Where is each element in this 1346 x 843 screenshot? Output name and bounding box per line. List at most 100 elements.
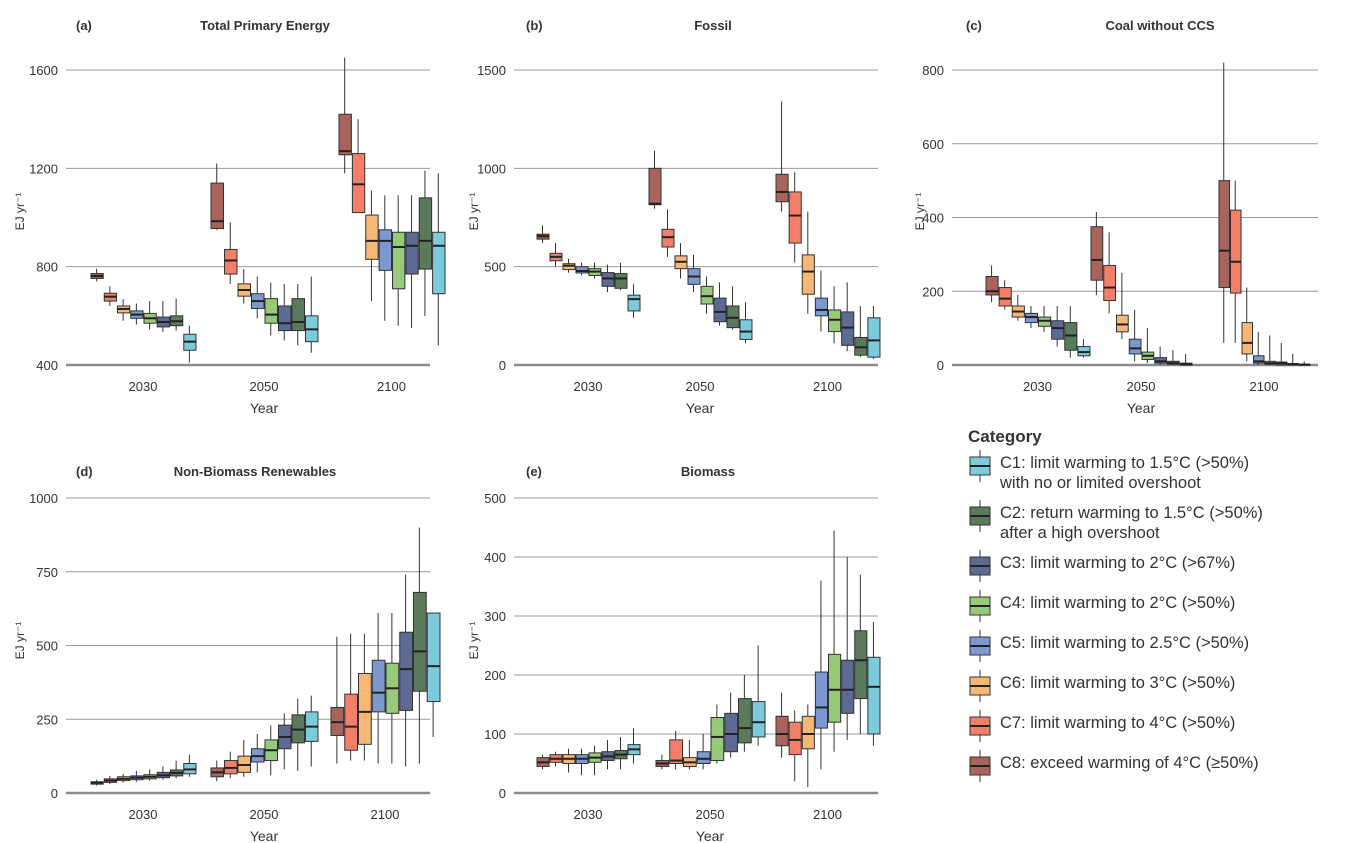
panel-c: 0 200 400 600 800 (c) Coal without CCS EJ yr⁻¹ 2… bbox=[913, 18, 1318, 416]
box-C5-2100 bbox=[814, 297, 828, 317]
panel-e: 0 100 200 300 400 500 (e) Biomass EJ yr⁻¹ 2030 205… bbox=[467, 464, 881, 843]
y-tick-label: 500 bbox=[484, 260, 506, 275]
x-tick-label: 2100 bbox=[377, 379, 406, 394]
box-C6-2100 bbox=[365, 214, 379, 260]
y-tick-label: 300 bbox=[484, 609, 506, 624]
box-C7-2100 bbox=[1230, 209, 1242, 294]
x-axis-label: Year bbox=[696, 828, 725, 843]
y-tick-label: 800 bbox=[922, 63, 944, 78]
y-axis-label: EJ yr⁻¹ bbox=[13, 193, 27, 231]
box-C3-2100 bbox=[405, 231, 419, 275]
legend-label: C7: limit warming to 4°C (>50%) bbox=[1000, 714, 1236, 732]
box-C4-2050 bbox=[264, 298, 278, 324]
y-tick-label: 750 bbox=[36, 565, 58, 580]
legend-item-c5: C5: limit warming to 2.5°C (>50%) bbox=[968, 630, 1338, 663]
y-tick-label: 250 bbox=[36, 712, 58, 727]
panel-label: (c) bbox=[966, 18, 982, 33]
y-tick-label: 1600 bbox=[29, 63, 58, 78]
x-tick-label: 2100 bbox=[371, 807, 400, 822]
legend-label: C3: limit warming to 2°C (>67%) bbox=[1000, 554, 1236, 572]
box-C2-2100 bbox=[418, 197, 433, 270]
box-C6-2100 bbox=[358, 673, 372, 745]
y-axis-label: EJ yr⁻¹ bbox=[467, 622, 481, 660]
box-C7-2050 bbox=[669, 739, 683, 765]
legend-item-c6: C6: limit warming to 3°C (>50%) bbox=[968, 670, 1338, 703]
box-C7-2100 bbox=[344, 693, 358, 751]
legend-swatch-c3 bbox=[969, 550, 991, 582]
y-tick-label: 400 bbox=[36, 358, 58, 373]
box-C1-2030 bbox=[627, 294, 641, 312]
x-tick-label: 2030 bbox=[129, 379, 158, 394]
legend-swatch-c4 bbox=[969, 590, 991, 622]
box-C5-2100 bbox=[814, 671, 828, 729]
y-tick-label: 100 bbox=[484, 727, 506, 742]
legend-item-c8: C8: exceed warming of 4°C (≥50%) bbox=[968, 750, 1338, 783]
box-C7-2100 bbox=[351, 153, 366, 214]
box-C6-2100 bbox=[1241, 322, 1253, 355]
legend-items: C1: limit warming to 1.5°C (>50%) with n… bbox=[968, 450, 1338, 783]
box-C4-2100 bbox=[392, 231, 406, 290]
box-C1-2100 bbox=[867, 317, 881, 358]
box-C8-2100 bbox=[775, 173, 789, 203]
box-C6-2100 bbox=[801, 254, 815, 295]
x-tick-label: 2050 bbox=[1127, 379, 1156, 394]
y-tick-label: 800 bbox=[36, 260, 58, 275]
y-axis-label: EJ yr⁻¹ bbox=[13, 622, 27, 660]
panel-a: 400 800 1200 1600 (a) Total Primary Energy EJ … bbox=[13, 18, 446, 416]
box-C5-2050 bbox=[1128, 338, 1142, 355]
x-axis-label: Year bbox=[250, 400, 279, 416]
legend-label: C4: limit warming to 2°C (>50%) bbox=[1000, 594, 1236, 612]
x-tick-label: 2050 bbox=[696, 807, 725, 822]
legend-label: C5: limit warming to 2.5°C (>50%) bbox=[1000, 634, 1250, 652]
panel-label: (a) bbox=[76, 18, 92, 33]
y-tick-label: 1200 bbox=[29, 161, 58, 176]
box-C4-2100 bbox=[828, 653, 842, 723]
panel-title: Fossil bbox=[694, 18, 732, 33]
box-C5-2050 bbox=[696, 751, 711, 765]
box-C5-2100 bbox=[1253, 355, 1265, 364]
legend-swatch-c2 bbox=[969, 500, 991, 532]
legend-label: C8: exceed warming of 4°C (≥50%) bbox=[1000, 754, 1259, 772]
y-tick-label: 0 bbox=[937, 358, 944, 373]
box-C8-2050 bbox=[210, 182, 224, 230]
y-tick-label: 1500 bbox=[477, 63, 506, 78]
box-C7-2050 bbox=[1103, 264, 1116, 301]
box-C8-2100 bbox=[338, 113, 352, 156]
y-tick-label: 0 bbox=[51, 786, 58, 801]
panel-d: 0 250 500 750 1000 (d) Non-Biomass Renewables E… bbox=[13, 464, 441, 843]
panel-label: (b) bbox=[526, 18, 543, 33]
legend-swatch-c5 bbox=[969, 630, 991, 662]
box-C3-2100 bbox=[399, 631, 413, 711]
panel-title: Biomass bbox=[681, 464, 735, 479]
legend: Category C1: limit warming to 1.5°C (>50… bbox=[968, 427, 1338, 793]
y-tick-label: 600 bbox=[922, 137, 944, 152]
x-tick-label: 2050 bbox=[250, 807, 279, 822]
box-C6-2100 bbox=[801, 715, 815, 750]
box-C2-2100 bbox=[854, 630, 868, 700]
y-tick-label: 200 bbox=[484, 668, 506, 683]
box-C3-2050 bbox=[278, 305, 292, 332]
legend-item-c2: C2: return warming to 1.5°C (>50%) after… bbox=[968, 500, 1338, 543]
y-tick-label: 0 bbox=[499, 358, 506, 373]
panel-title: Total Primary Energy bbox=[200, 18, 331, 33]
box-C5-2030 bbox=[575, 266, 589, 274]
y-tick-label: 400 bbox=[922, 211, 944, 226]
x-tick-label: 2100 bbox=[1250, 379, 1279, 394]
legend-item-c4: C4: limit warming to 2°C (>50%) bbox=[968, 590, 1338, 623]
legend-label: C6: limit warming to 3°C (>50%) bbox=[1000, 674, 1236, 692]
box-C3-2050 bbox=[713, 297, 727, 323]
legend-item-c7: C7: limit warming to 4°C (>50%) bbox=[968, 710, 1338, 743]
box-C7-2030 bbox=[998, 287, 1012, 307]
x-tick-label: 2050 bbox=[686, 379, 715, 394]
panel-title: Coal without CCS bbox=[1105, 18, 1214, 33]
box-C5-2100 bbox=[378, 229, 392, 271]
box-C7-2100 bbox=[788, 721, 802, 756]
panel-title: Non-Biomass Renewables bbox=[174, 464, 337, 479]
box-C3-2050 bbox=[724, 712, 738, 753]
box-C1-2100 bbox=[426, 612, 441, 703]
x-tick-label: 2030 bbox=[129, 807, 158, 822]
y-tick-label: 1000 bbox=[477, 161, 506, 176]
x-axis-label: Year bbox=[250, 828, 279, 843]
y-tick-label: 200 bbox=[922, 284, 944, 299]
